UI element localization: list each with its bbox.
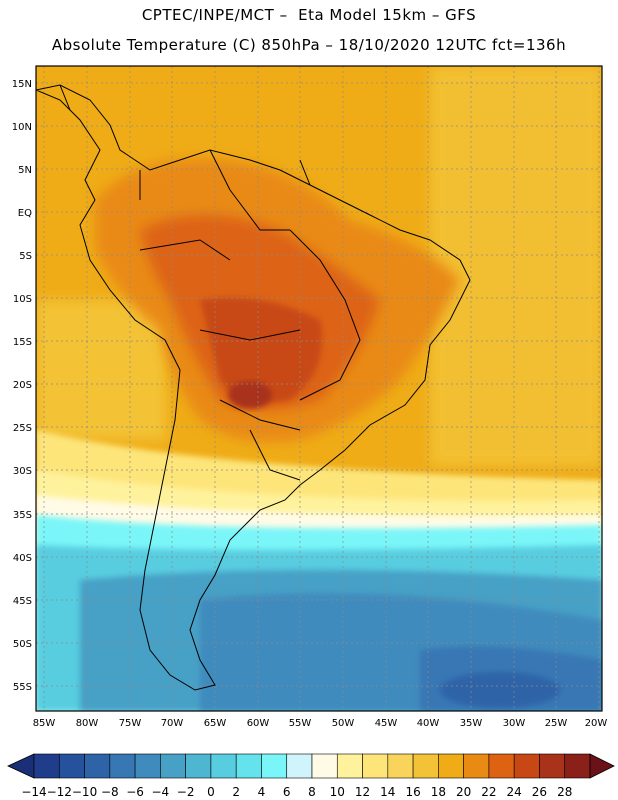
colorbar-label: 0 [207,785,215,799]
lon-label: 85W [33,718,56,729]
colorbar-swatch [564,753,591,779]
colorbar-swatch [84,753,111,779]
coastline [36,84,471,691]
lat-label: 45S [13,596,32,607]
lat-label: 40S [13,553,32,564]
map-title-line-2: Absolute Temperature (C) 850hPa – 18/10/… [51,36,567,54]
graticule [36,66,602,711]
colorbar-label: −8 [101,785,119,799]
lon-label: 65W [204,718,227,729]
lon-label: 30W [503,718,526,729]
colorbar-swatch [58,753,85,779]
colorbar-label: 22 [481,785,496,799]
colorbar-swatch [185,753,212,779]
lat-label: 55S [13,682,32,693]
colorbar-swatch [412,753,439,779]
lon-label: 55W [289,718,312,729]
colorbar-label: 10 [330,785,345,799]
colorbar-swatch [235,753,262,779]
colorbar-swatch [438,753,464,779]
lat-label: 15S [13,337,32,348]
colorbar-swatch [513,753,540,779]
lon-label: 45W [375,718,398,729]
lat-label: 35S [13,510,32,521]
lon-label: 25W [545,718,568,729]
colorbar-label: 18 [431,785,446,799]
colorbar-label: 16 [405,785,420,799]
lat-label: 15N [12,79,32,90]
lon-label: 70W [161,718,184,729]
colorbar-swatch [463,753,490,779]
lat-label: 25S [13,423,32,434]
colorbar-label: 26 [532,785,547,799]
colorbar-swatch [362,753,389,779]
colorbar-label: 12 [355,785,370,799]
colorbar-swatch [286,753,313,779]
colorbar-swatch [134,753,161,779]
colorbar-label: 8 [308,785,316,799]
latitude-axis: 15N 10N 5N EQ 5S 10S 15S 20S 25S 30S 35S… [12,79,32,693]
lat-label: 10S [13,294,32,305]
colorbar-label: 6 [283,785,291,799]
colorbar-label: −4 [152,785,170,799]
lat-label: 20S [13,380,32,391]
colorbar-swatch [33,753,60,779]
lat-label: 50S [13,639,32,650]
colorbar-swatch [539,753,566,779]
colorbar-swatch [160,753,186,779]
colorbar-swatch [311,753,338,779]
lat-label: 5S [19,251,32,262]
colorbar-swatch [109,753,136,779]
colorbar-label: 28 [557,785,572,799]
map-title-line-1: CPTEC/INPE/MCT – Eta Model 15km – GFS [141,6,477,24]
lat-label: 30S [13,466,32,477]
lon-label: 60W [247,718,270,729]
lon-label: 40W [417,718,440,729]
colorbar-swatch [336,753,363,779]
colorbar-label: 24 [507,785,522,799]
lat-label: 10N [12,122,32,133]
colorbar-swatch [387,753,414,779]
colorbar-swatch [261,753,288,779]
colorbar: −14 −12 −10 −8 −6 −4 −2 0 2 4 6 8 10 12 14 16 18 20 22 24 26… [7,753,615,799]
colorbar-under-arrow [7,753,35,779]
colorbar-label: 4 [258,785,266,799]
colorbar-swatch [488,753,515,779]
lon-label: 75W [119,718,142,729]
temperature-field [36,66,602,711]
colorbar-label: −12 [47,785,72,799]
lon-label: 20W [585,718,608,729]
lon-label: 35W [460,718,483,729]
colorbar-label: 14 [380,785,395,799]
colorbar-swatch [210,753,237,779]
colorbar-label: −14 [21,785,46,799]
lat-label: 5N [18,165,32,176]
colorbar-label: −6 [126,785,144,799]
colorbar-over-arrow [589,753,615,779]
lat-label: EQ [18,208,32,219]
colorbar-label: 2 [232,785,240,799]
colorbar-label: −2 [177,785,195,799]
colorbar-label: 20 [456,785,471,799]
lon-label: 80W [76,718,99,729]
longitude-axis: 85W 80W 75W 70W 65W 60W 55W 50W 45W 40W … [33,718,608,729]
colorbar-label: −10 [72,785,97,799]
lon-label: 50W [332,718,355,729]
map-frame [35,65,603,712]
